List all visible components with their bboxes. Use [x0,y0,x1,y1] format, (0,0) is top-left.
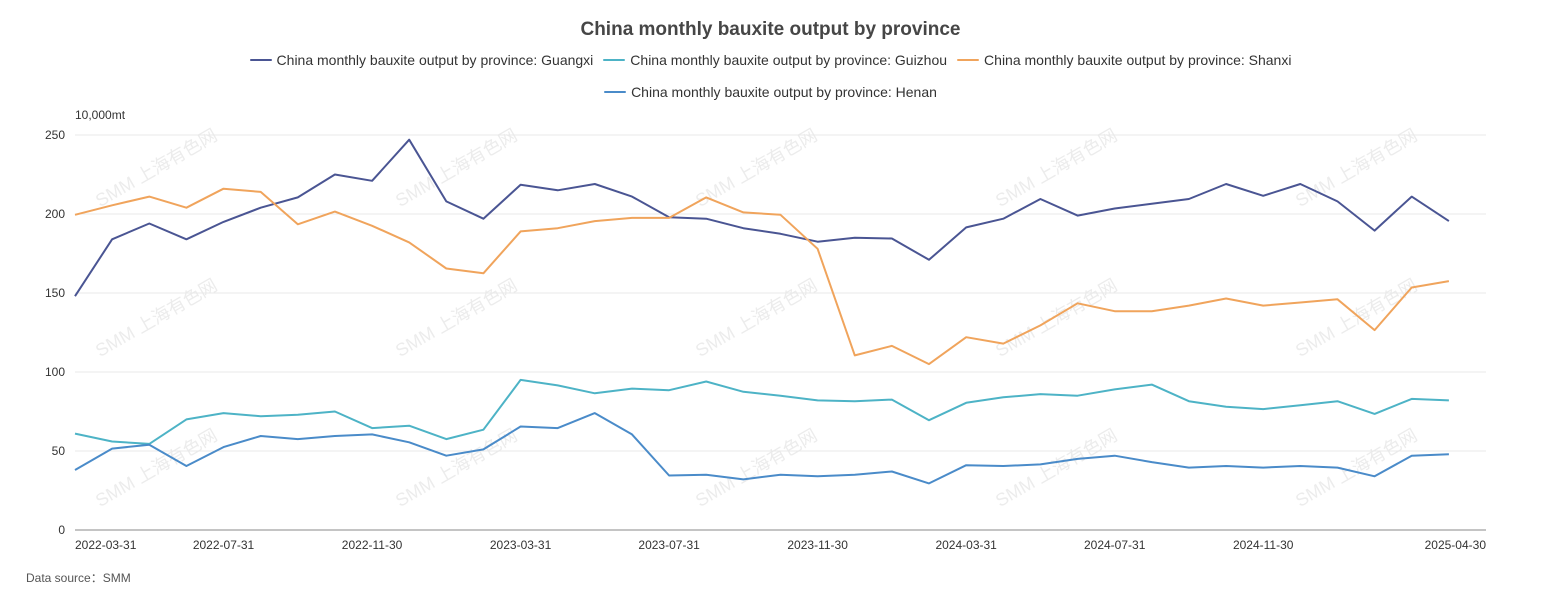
legend-item-shanxi[interactable]: China monthly bauxite output by province… [957,50,1291,70]
chart-title: China monthly bauxite output by province [580,19,961,40]
x-tick-label: 2024-03-31 [935,538,997,552]
legend-item-henan[interactable]: China monthly bauxite output by province… [604,82,937,102]
series-line-2 [74,187,1450,366]
x-tick-label: 2025-04-30 [1425,538,1487,552]
legend-label-henan: China monthly bauxite output by province… [631,84,937,100]
legend-swatch-guangxi [249,59,272,61]
x-tick-label: 2024-11-30 [1233,538,1294,552]
data-source-note: Data source：SMM [26,571,131,585]
legend-label-guizhou: China monthly bauxite output by province… [630,52,948,68]
legend-swatch-shanxi [957,59,980,61]
legend-row-2: China monthly bauxite output by province… [0,82,1541,102]
y-tick-label-200: 200 [45,207,65,221]
x-tick-label: 2023-07-31 [638,538,700,552]
x-tick-label: 2023-03-31 [490,538,552,552]
y-tick-label-50: 50 [52,444,66,458]
series-line-1 [74,378,1449,445]
legend-item-guizhou[interactable]: China monthly bauxite output by province… [603,50,947,70]
legend-swatch-henan [604,91,627,93]
legend-item-guangxi[interactable]: China monthly bauxite output by province… [249,50,594,70]
x-tick-label: 2022-03-31 [75,538,137,552]
x-tick-label: 2024-07-31 [1084,538,1146,552]
series-line-3 [74,412,1449,485]
legend-swatch-guizhou [603,59,626,61]
x-tick-label: 2022-07-31 [193,538,255,552]
y-axis-unit-label: 10,000mt [75,108,126,122]
legend-label-shanxi: China monthly bauxite output by province… [984,52,1292,68]
series-line-0 [74,138,1450,297]
y-tick-label-250: 250 [45,128,65,142]
y-tick-label-0: 0 [58,523,65,537]
legend: China monthly bauxite output by province… [0,50,1541,70]
legend-label-guangxi: China monthly bauxite output by province… [276,52,594,68]
x-tick-label: 2022-11-30 [342,538,403,552]
y-tick-label-150: 150 [45,286,65,300]
y-tick-label-100: 100 [45,365,65,379]
x-tick-label: 2023-11-30 [787,538,848,552]
